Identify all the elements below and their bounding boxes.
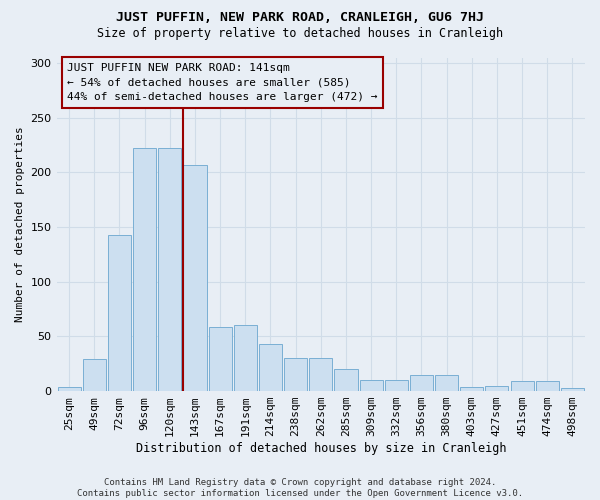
Bar — [58, 386, 80, 391]
Bar — [385, 380, 408, 391]
Bar — [133, 148, 156, 391]
Bar — [259, 344, 282, 391]
Bar — [209, 326, 232, 391]
Bar — [561, 388, 584, 391]
Text: JUST PUFFIN NEW PARK ROAD: 141sqm
← 54% of detached houses are smaller (585)
44%: JUST PUFFIN NEW PARK ROAD: 141sqm ← 54% … — [67, 62, 377, 102]
Bar — [309, 358, 332, 391]
Bar — [359, 380, 383, 391]
Bar — [485, 386, 508, 391]
Bar — [184, 164, 206, 391]
Bar — [435, 374, 458, 391]
Bar — [511, 381, 533, 391]
Text: Contains HM Land Registry data © Crown copyright and database right 2024.
Contai: Contains HM Land Registry data © Crown c… — [77, 478, 523, 498]
Text: JUST PUFFIN, NEW PARK ROAD, CRANLEIGH, GU6 7HJ: JUST PUFFIN, NEW PARK ROAD, CRANLEIGH, G… — [116, 11, 484, 24]
Bar — [334, 369, 358, 391]
Bar — [234, 326, 257, 391]
Bar — [410, 374, 433, 391]
X-axis label: Distribution of detached houses by size in Cranleigh: Distribution of detached houses by size … — [136, 442, 506, 455]
Bar — [460, 386, 484, 391]
Bar — [284, 358, 307, 391]
Bar — [536, 381, 559, 391]
Y-axis label: Number of detached properties: Number of detached properties — [15, 126, 25, 322]
Bar — [108, 234, 131, 391]
Bar — [83, 360, 106, 391]
Text: Size of property relative to detached houses in Cranleigh: Size of property relative to detached ho… — [97, 28, 503, 40]
Bar — [158, 148, 181, 391]
